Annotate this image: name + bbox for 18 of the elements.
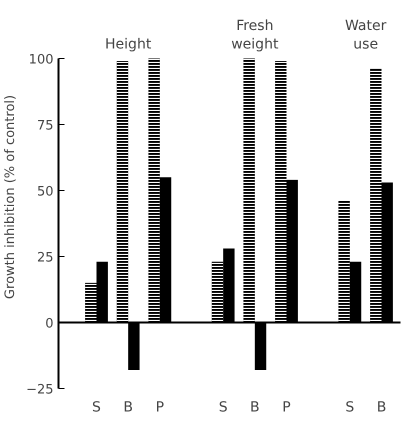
x-tick-label: S (92, 400, 102, 416)
x-tick-label: B (250, 400, 260, 416)
x-tick-label: S (218, 400, 228, 416)
text: Water use (344, 18, 387, 52)
text: Fresh weight (231, 18, 279, 52)
x-tick-label: B (123, 400, 133, 416)
text: Height (105, 36, 152, 52)
x-tick-label: P (282, 400, 291, 416)
y-tick-label: 50 (36, 184, 54, 200)
x-tick-label: P (156, 400, 164, 416)
x-tick-label: S (345, 400, 354, 416)
y-tick-label: 75 (36, 118, 54, 134)
y-tick-label: 25 (36, 250, 54, 266)
y-axis-title: Growth inhibition (% of control) (3, 94, 18, 300)
y-tick-label: 0 (45, 316, 54, 332)
x-tick-label: B (376, 400, 386, 416)
y-tick-label: −25 (26, 382, 54, 398)
y-tick-label: 100 (28, 52, 54, 68)
